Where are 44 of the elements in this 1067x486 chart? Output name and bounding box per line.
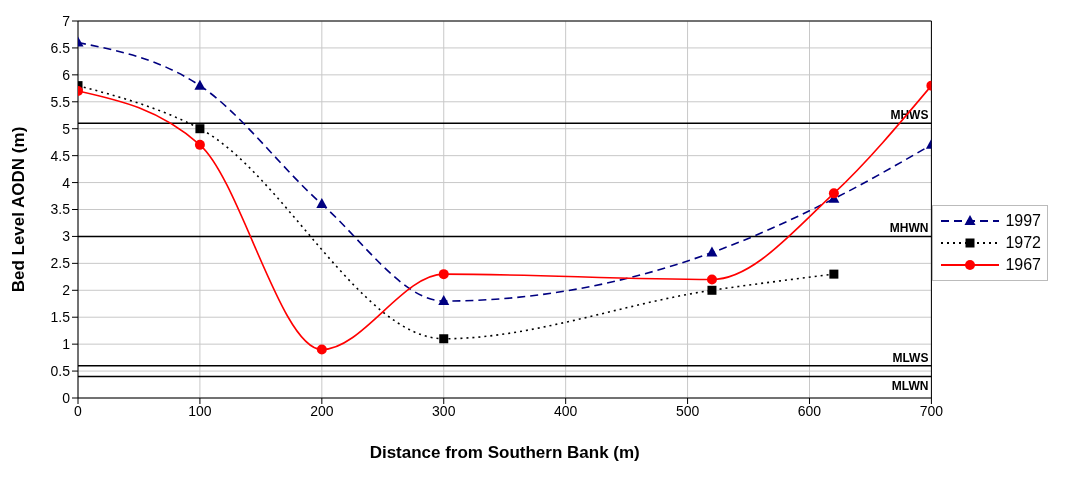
point xyxy=(828,188,839,199)
x-tick-label: 400 xyxy=(553,402,578,419)
x-tick-label: 200 xyxy=(310,402,334,419)
point xyxy=(316,344,327,355)
y-tick-label: 3.5 xyxy=(50,201,71,218)
y-tick-label: 2 xyxy=(62,282,71,299)
x-tick-label: 700 xyxy=(919,402,944,419)
y-tick-label: 3 xyxy=(62,228,71,245)
y-tick-label: 6 xyxy=(62,66,71,83)
point xyxy=(438,269,449,280)
y-tick-label: 5 xyxy=(62,120,71,137)
y-tick-label: 2.5 xyxy=(50,255,71,272)
y-tick-label: 6.5 xyxy=(50,39,71,56)
y-tick-label: 7 xyxy=(62,12,71,29)
x-tick-label: 500 xyxy=(675,402,700,419)
point xyxy=(706,246,718,257)
y-axis-title: Bed Level AODN (m) xyxy=(9,126,29,293)
y-tick-label: 4 xyxy=(62,174,71,191)
point xyxy=(316,198,328,209)
legend-label: 1972 xyxy=(1005,234,1041,252)
x-tick-label: 100 xyxy=(188,402,212,419)
ref-line-label: MLWN xyxy=(891,379,929,394)
legend-label: 1997 xyxy=(1005,212,1041,230)
point xyxy=(438,295,450,306)
point xyxy=(439,334,449,344)
y-tick-label: 4.5 xyxy=(50,147,71,164)
y-tick-label: 1.5 xyxy=(50,309,71,326)
x-tick-label: 600 xyxy=(797,402,822,419)
point xyxy=(706,274,717,285)
y-tick-label: 0 xyxy=(62,389,71,406)
y-tick-label: 1 xyxy=(62,336,71,353)
y-tick-label: 5.5 xyxy=(50,93,71,110)
x-tick-label: 0 xyxy=(74,402,83,419)
x-tick-label: 300 xyxy=(432,402,456,419)
point xyxy=(829,269,839,279)
y-tick-label: 0.5 xyxy=(50,363,71,380)
legend-label: 1967 xyxy=(1005,256,1041,274)
point xyxy=(707,285,717,295)
point xyxy=(194,79,206,90)
ref-line-label: MLWS xyxy=(892,350,929,365)
ref-line-label: MHWN xyxy=(889,221,929,236)
point xyxy=(195,124,205,134)
x-axis-title: Distance from Southern Bank (m) xyxy=(369,443,640,462)
point xyxy=(194,139,205,150)
